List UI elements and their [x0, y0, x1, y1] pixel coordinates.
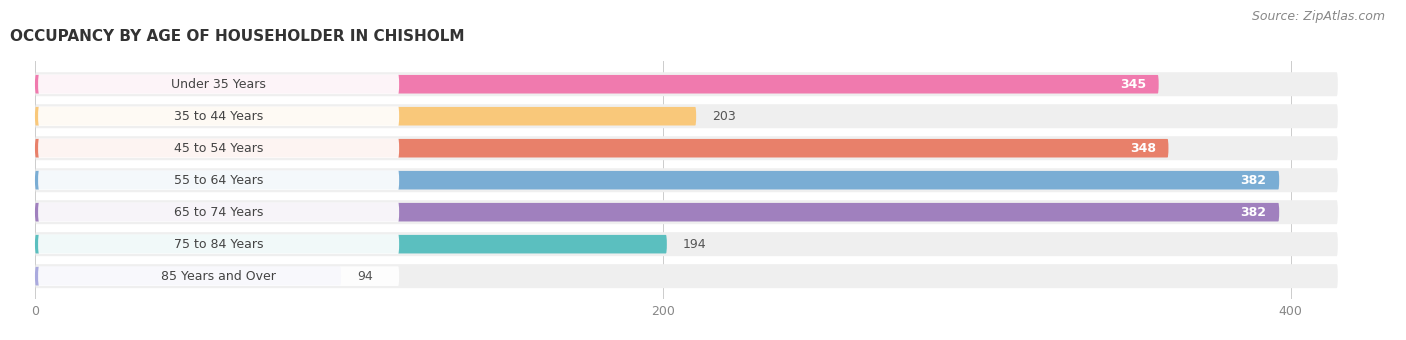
FancyBboxPatch shape: [38, 106, 399, 126]
FancyBboxPatch shape: [35, 235, 666, 253]
FancyBboxPatch shape: [35, 264, 1339, 288]
FancyBboxPatch shape: [35, 267, 342, 286]
Text: 75 to 84 Years: 75 to 84 Years: [174, 238, 263, 251]
Text: 382: 382: [1240, 174, 1267, 187]
FancyBboxPatch shape: [35, 168, 1339, 192]
FancyBboxPatch shape: [38, 170, 399, 190]
FancyBboxPatch shape: [35, 104, 1339, 128]
FancyBboxPatch shape: [38, 234, 399, 254]
Text: 35 to 44 Years: 35 to 44 Years: [174, 110, 263, 123]
Text: 382: 382: [1240, 206, 1267, 219]
Text: 94: 94: [357, 270, 373, 283]
FancyBboxPatch shape: [35, 139, 1168, 157]
FancyBboxPatch shape: [35, 107, 696, 125]
FancyBboxPatch shape: [35, 203, 1279, 221]
Text: 45 to 54 Years: 45 to 54 Years: [174, 142, 263, 155]
Text: 348: 348: [1130, 142, 1156, 155]
FancyBboxPatch shape: [35, 75, 1159, 94]
FancyBboxPatch shape: [38, 74, 399, 94]
Text: Source: ZipAtlas.com: Source: ZipAtlas.com: [1251, 10, 1385, 23]
Text: 55 to 64 Years: 55 to 64 Years: [174, 174, 263, 187]
FancyBboxPatch shape: [38, 202, 399, 222]
FancyBboxPatch shape: [38, 138, 399, 158]
Text: 65 to 74 Years: 65 to 74 Years: [174, 206, 263, 219]
FancyBboxPatch shape: [35, 200, 1339, 224]
FancyBboxPatch shape: [38, 266, 399, 286]
FancyBboxPatch shape: [35, 136, 1339, 160]
FancyBboxPatch shape: [35, 171, 1279, 189]
FancyBboxPatch shape: [35, 232, 1339, 256]
Text: Under 35 Years: Under 35 Years: [172, 78, 266, 91]
FancyBboxPatch shape: [35, 72, 1339, 96]
Text: 345: 345: [1121, 78, 1146, 91]
Text: 203: 203: [711, 110, 735, 123]
Text: 194: 194: [682, 238, 706, 251]
Text: 85 Years and Over: 85 Years and Over: [162, 270, 276, 283]
Text: OCCUPANCY BY AGE OF HOUSEHOLDER IN CHISHOLM: OCCUPANCY BY AGE OF HOUSEHOLDER IN CHISH…: [10, 29, 464, 44]
